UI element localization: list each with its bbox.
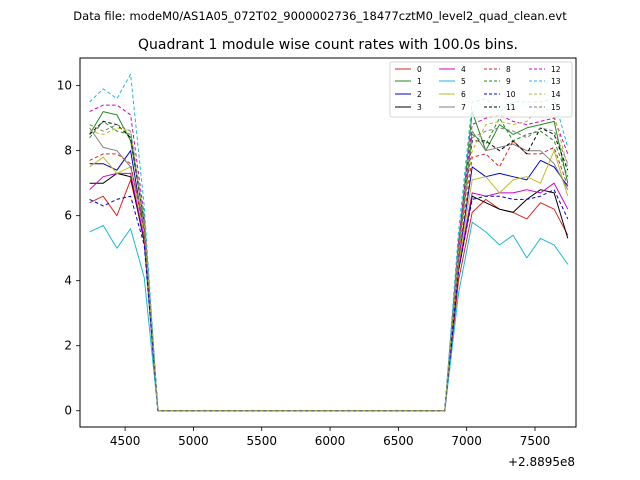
legend-label-15: 15	[551, 103, 561, 112]
y-axis: 0 2 4 6 8 10	[57, 79, 80, 418]
legend-label-11: 11	[506, 103, 516, 112]
chart-suptitle: Data file: modeM0/AS1A05_072T02_90000027…	[73, 9, 567, 23]
y-tick-label: 8	[64, 144, 72, 158]
legend-label-0: 0	[417, 65, 422, 74]
x-tick-label: 6500	[383, 434, 414, 448]
x-tick-label: 7000	[451, 434, 482, 448]
y-tick-label: 2	[64, 339, 72, 353]
chart-title: Quadrant 1 module wise count rates with …	[138, 37, 518, 53]
legend-label-12: 12	[551, 65, 561, 74]
legend-label-7: 7	[461, 103, 466, 112]
legend-label-8: 8	[506, 65, 511, 74]
legend-label-2: 2	[417, 90, 422, 99]
x-tick-label: 5000	[178, 434, 209, 448]
y-tick-label: 0	[64, 404, 72, 418]
x-axis: 4500 5000 5500 6000 6500 7000 7500	[110, 427, 550, 448]
x-tick-label: 7500	[520, 434, 551, 448]
y-tick-label: 4	[64, 274, 72, 288]
axes-frame	[79, 57, 577, 428]
y-tick-label: 10	[57, 79, 72, 93]
legend-label-1: 1	[417, 77, 422, 86]
x-axis-offset-label: +2.8895e8	[508, 455, 575, 469]
legend-label-13: 13	[551, 77, 561, 86]
x-tick-label: 6000	[315, 434, 346, 448]
x-tick-label: 4500	[110, 434, 141, 448]
legend-label-14: 14	[551, 90, 561, 99]
legend-label-3: 3	[417, 103, 422, 112]
series-layer	[89, 73, 569, 412]
legend-label-5: 5	[461, 77, 466, 86]
legend-label-10: 10	[506, 90, 516, 99]
series-line-14	[89, 104, 569, 412]
legend-frame	[389, 61, 573, 118]
legend-label-6: 6	[461, 90, 466, 99]
y-tick-label: 6	[64, 209, 72, 223]
legend-label-4: 4	[461, 65, 466, 74]
series-line-15	[89, 124, 569, 412]
legend-label-9: 9	[506, 77, 511, 86]
x-tick-label: 5500	[246, 434, 277, 448]
